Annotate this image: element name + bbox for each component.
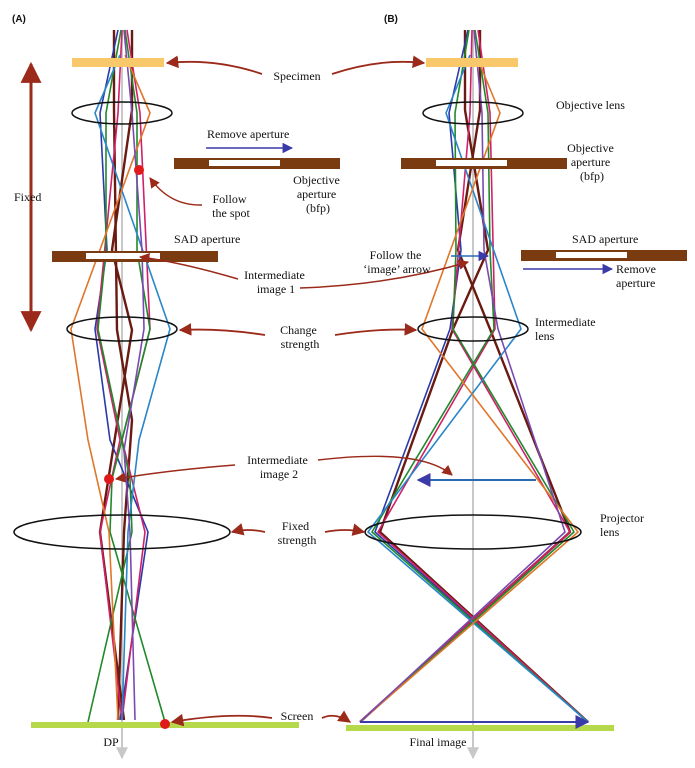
b-ray-9 — [359, 54, 579, 723]
objective-lens-b — [422, 101, 524, 125]
specimen-arrow-left — [165, 55, 263, 75]
projector-lens-a — [13, 514, 231, 550]
sad-aperture-label-b: SAD aperture — [572, 232, 638, 246]
b-ray-5 — [377, 29, 589, 723]
diffraction-spot-1 — [134, 165, 144, 175]
projector-lens-label: Projector lens — [600, 511, 647, 539]
a-ray-4 — [96, 29, 123, 721]
sad-aperture-a-hole — [86, 253, 160, 259]
b-ray-6 — [371, 29, 589, 723]
ray-paths-a — [70, 29, 171, 723]
remove-aperture-label: Remove aperture — [207, 127, 289, 141]
final-image-label: Final image — [410, 735, 467, 749]
objective-lens-label: Objective lens — [556, 98, 625, 112]
intermediate-lens-b — [417, 316, 529, 342]
follow-image-arrow — [299, 259, 470, 289]
follow-spot-arrow — [149, 177, 203, 206]
follow-spot-label: Follow the spot — [212, 192, 250, 220]
objective-lens-a — [71, 101, 173, 125]
fixed-strength-arrow-right — [324, 523, 366, 536]
objective-aperture-b-hole — [436, 160, 507, 166]
intermediate-image-1-arrow — [138, 252, 239, 280]
b-ray-1 — [378, 30, 589, 723]
sad-aperture-b-hole — [556, 252, 627, 258]
remove-aperture-label-b: Remove aperture — [616, 262, 659, 290]
a-ray-7 — [87, 29, 133, 723]
b-ray-7 — [359, 29, 575, 723]
fixed-label: Fixed — [14, 190, 41, 204]
screen-label: Screen — [281, 709, 314, 723]
objective-aperture-a-hole — [209, 160, 280, 166]
screen-arrow-right — [321, 710, 352, 723]
intermediate-lens-a — [66, 316, 178, 342]
a-ray-10 — [123, 29, 145, 721]
specimen-b — [426, 58, 518, 67]
screen-arrow-left — [170, 713, 273, 727]
objective-aperture-label-a: Objective aperture (bfp) — [293, 173, 343, 215]
dp-label: DP — [103, 735, 119, 749]
b-ray-10 — [359, 29, 566, 723]
fixed-strength-arrow-left — [230, 523, 266, 536]
intermediate-image-1-label: Intermediate image 1 — [244, 268, 308, 296]
a-ray-6 — [109, 29, 166, 723]
intermediate-image-2-arrow-right — [317, 455, 453, 476]
screen-b — [346, 725, 614, 731]
a-ray-3 — [94, 29, 149, 721]
specimen-arrow-right — [331, 55, 426, 75]
change-strength-arrow-left — [178, 323, 266, 336]
change-strength-label: Change strength — [280, 323, 320, 351]
diffraction-spot-3 — [160, 719, 170, 729]
objective-aperture-label-b: Objective aperture (bfp) — [567, 141, 617, 183]
change-strength-arrow-right — [334, 323, 418, 336]
b-ray-4 — [359, 29, 571, 723]
b-ray-8 — [367, 54, 589, 723]
ray-paths-b — [359, 29, 589, 723]
intermediate-image-2-label: Intermediate image 2 — [247, 453, 311, 481]
fixed-strength-label: Fixed strength — [278, 519, 317, 547]
specimen-label: Specimen — [273, 69, 320, 83]
panel-label-b: (B) — [384, 14, 398, 25]
sad-aperture-label-a: SAD aperture — [174, 232, 240, 246]
diffraction-spot-2 — [104, 474, 114, 484]
panel-label-a: (A) — [12, 14, 26, 25]
specimen-a — [72, 58, 164, 67]
intermediate-image-2-arrow-left — [114, 464, 236, 483]
follow-image-arrow-label: Follow the ‘image’ arrow — [363, 248, 431, 276]
intermediate-lens-label: Intermediate lens — [535, 315, 599, 343]
